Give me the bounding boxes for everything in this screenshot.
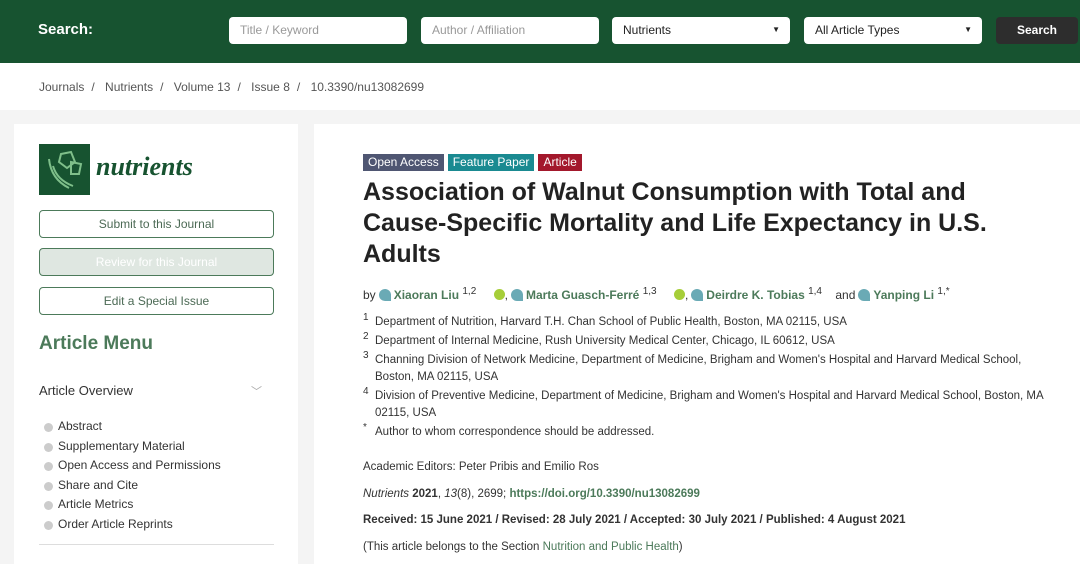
menu-item-share-cite[interactable]: Share and Cite bbox=[44, 476, 221, 496]
citation: Nutrients 2021, 13(8), 2699; https://doi… bbox=[363, 488, 700, 500]
article-overview-label: Article Overview bbox=[39, 383, 133, 398]
article-menu-list: Abstract Supplementary Material Open Acc… bbox=[44, 417, 221, 535]
affiliation: * Author to whom correspondence should be… bbox=[363, 422, 1063, 441]
affiliation: 4 Division of Preventive Medicine, Depart… bbox=[363, 386, 1063, 422]
open-access-badge[interactable]: Open Access bbox=[363, 154, 444, 171]
citation-journal: Nutrients bbox=[363, 488, 410, 500]
author-affiliation-sup: 1,4 bbox=[808, 286, 822, 297]
title-keyword-input[interactable]: Title / Keyword bbox=[229, 17, 407, 44]
breadcrumb-doi[interactable]: 10.3390/nu13082699 bbox=[310, 80, 425, 94]
affiliations: 1 Department of Nutrition, Harvard T.H. C… bbox=[363, 312, 1063, 443]
search-header: Search: Title / Keyword Author / Affilia… bbox=[0, 0, 1080, 63]
article-tags: Open Access Feature Paper Article bbox=[363, 154, 582, 171]
breadcrumb: Journals / Nutrients / Volume 13/ Issue 8/… bbox=[0, 63, 1080, 110]
submit-journal-button[interactable]: Submit to this Journal bbox=[39, 210, 274, 238]
affiliation: 2 Department of Internal Medicine, Rush U… bbox=[363, 331, 1063, 350]
affiliation-text: Author to whom correspondence should be … bbox=[375, 426, 655, 438]
and-label: and bbox=[835, 288, 856, 302]
affiliation: 1 Department of Nutrition, Harvard T.H. C… bbox=[363, 312, 1063, 331]
author-list: by Xiaoran Liu 1,2 , Marta Guasch-Ferré 1,… bbox=[363, 286, 950, 302]
search-button[interactable]: Search bbox=[996, 17, 1078, 44]
person-icon bbox=[510, 289, 523, 301]
breadcrumb-issue[interactable]: Issue 8 bbox=[251, 80, 290, 94]
sidebar: nutrients Submit to this Journal Review … bbox=[14, 124, 298, 564]
journal-logo-icon[interactable] bbox=[39, 144, 90, 195]
journal-select-value: Nutrients bbox=[623, 23, 672, 37]
doi-link[interactable]: https://doi.org/10.3390/nu13082699 bbox=[509, 488, 700, 500]
affiliation-text: Department of Nutrition, Harvard T.H. Ch… bbox=[375, 316, 847, 328]
author-affiliation-input[interactable]: Author / Affiliation bbox=[421, 17, 599, 44]
author-affiliation-sup: 1,3 bbox=[642, 286, 657, 297]
caret-down-icon: ▼ bbox=[964, 25, 972, 34]
article-type-select[interactable]: All Article Types ▼ bbox=[804, 17, 982, 44]
person-icon bbox=[378, 289, 391, 301]
review-journal-button[interactable]: Review for this Journal bbox=[39, 248, 274, 276]
publication-dates: Received: 15 June 2021 / Revised: 28 Jul… bbox=[363, 514, 906, 526]
section-link[interactable]: Nutrition and Public Health bbox=[542, 541, 679, 553]
journal-logo-text[interactable]: nutrients bbox=[96, 152, 193, 181]
citation-volume: 13 bbox=[444, 488, 458, 500]
author-link[interactable]: Yanping Li bbox=[873, 288, 935, 302]
affiliation-number: 4 bbox=[363, 386, 369, 397]
menu-item-metrics[interactable]: Article Metrics bbox=[44, 495, 221, 515]
menu-item-abstract[interactable]: Abstract bbox=[44, 417, 221, 437]
affiliation-text: Channing Division of Network Medicine, D… bbox=[375, 354, 1022, 383]
person-icon bbox=[691, 289, 704, 301]
affiliation-number: 3 bbox=[363, 350, 369, 361]
affiliation-number: 1 bbox=[363, 312, 369, 323]
search-label: Search: bbox=[38, 21, 94, 38]
caret-down-icon: ▼ bbox=[772, 25, 780, 34]
author-link[interactable]: Xiaoran Liu bbox=[393, 288, 460, 302]
section-note: (This article belongs to the Section Nut… bbox=[363, 541, 683, 553]
affiliation: 3 Channing Division of Network Medicine, … bbox=[363, 350, 1063, 386]
chevron-down-icon: ﹀ bbox=[251, 386, 262, 398]
orcid-icon[interactable] bbox=[673, 289, 685, 300]
journal-select[interactable]: Nutrients ▼ bbox=[612, 17, 790, 44]
affiliation-number: 2 bbox=[363, 331, 369, 342]
edit-special-issue-button[interactable]: Edit a Special Issue bbox=[39, 287, 274, 315]
divider bbox=[39, 544, 274, 545]
orcid-icon[interactable] bbox=[493, 289, 505, 300]
feature-paper-badge[interactable]: Feature Paper bbox=[447, 154, 535, 171]
author-link[interactable]: Deirdre K. Tobias bbox=[706, 288, 805, 302]
section-suffix: ) bbox=[678, 541, 683, 553]
author-link[interactable]: Marta Guasch-Ferré bbox=[525, 288, 640, 302]
section-prefix: (This article belongs to the Section bbox=[363, 541, 543, 553]
menu-item-open-access[interactable]: Open Access and Permissions bbox=[44, 456, 221, 476]
breadcrumb-nutrients[interactable]: Nutrients bbox=[105, 80, 154, 94]
menu-item-reprints[interactable]: Order Article Reprints bbox=[44, 515, 221, 535]
affiliation-text: Division of Preventive Medicine, Departm… bbox=[375, 390, 1044, 419]
article-menu-heading: Article Menu bbox=[39, 333, 154, 354]
affiliation-text: Department of Internal Medicine, Rush Un… bbox=[375, 335, 835, 347]
author-affiliation-sup: 1,* bbox=[937, 286, 950, 297]
menu-item-supplementary[interactable]: Supplementary Material bbox=[44, 437, 221, 457]
article-title: Association of Walnut Consumption with T… bbox=[363, 178, 987, 268]
by-label: by bbox=[363, 288, 376, 302]
citation-issue-page: (8), 2699; bbox=[457, 488, 510, 500]
breadcrumb-journals[interactable]: Journals bbox=[39, 80, 85, 94]
article-overview-toggle[interactable]: Article Overview ﹀ bbox=[39, 383, 274, 398]
breadcrumb-volume[interactable]: Volume 13 bbox=[173, 80, 231, 94]
article-type-value: All Article Types bbox=[815, 23, 900, 37]
article-type-badge: Article bbox=[538, 154, 582, 171]
affiliation-number: * bbox=[363, 422, 367, 433]
person-icon bbox=[858, 289, 871, 301]
citation-year: 2021 bbox=[412, 488, 438, 500]
academic-editors: Academic Editors: Peter Pribis and Emili… bbox=[363, 461, 599, 473]
article-panel: Open Access Feature Paper Article Associ… bbox=[314, 124, 1080, 564]
author-affiliation-sup: 1,2 bbox=[462, 286, 477, 297]
